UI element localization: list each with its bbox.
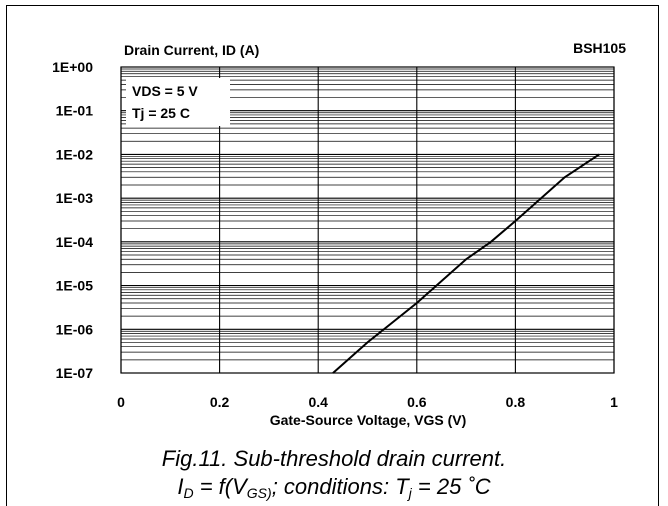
caption-cond: ; conditions: T [271, 474, 409, 499]
caption-tj-sub: j [408, 485, 412, 501]
figure-caption-formula: ID = f(VGS); conditions: Tj = 25 ˚C [0, 474, 668, 501]
annotation-vds: VDS = 5 V [132, 83, 198, 99]
y-tick-label: 1E-04 [56, 234, 94, 250]
x-tick-label: 0.6 [407, 394, 427, 410]
grid-lines [120, 66, 615, 374]
y-tick-label: 1E+00 [52, 59, 93, 75]
y-tick-label: 1E-06 [56, 321, 94, 337]
y-tick-label: 1E-07 [56, 365, 94, 381]
y-tick-label: 1E-03 [56, 190, 94, 206]
caption-end: = 25 ˚C [411, 474, 491, 499]
x-tick-label: 0.2 [210, 394, 230, 410]
y-axis-ticks: 1E+00 1E-01 1E-02 1E-03 1E-04 1E-05 1E-06 1E-07 [52, 59, 93, 381]
y-tick-label: 1E-01 [56, 103, 94, 119]
plot-area [120, 66, 615, 374]
y-tick-label: 1E-02 [56, 146, 94, 162]
x-tick-label: 0.8 [506, 394, 526, 410]
caption-vgs-sub: GS) [246, 485, 272, 501]
caption-id: I [177, 474, 184, 499]
caption-mid: = f(V [193, 474, 247, 499]
y-tick-label: 1E-05 [56, 278, 94, 294]
drain-current-curve [332, 153, 600, 374]
conditions-annotation: VDS = 5 V Tj = 25 C [126, 78, 230, 126]
figure-caption-title: Fig.11. Sub-threshold drain current. [161, 446, 507, 471]
x-tick-label: 1 [610, 394, 618, 410]
x-axis-ticks: 0 0.2 0.4 0.6 0.8 1 [117, 394, 618, 410]
annotation-tj: Tj = 25 C [132, 105, 190, 121]
caption-id-sub: D [183, 485, 194, 501]
part-label: BSH105 [573, 40, 626, 56]
x-axis-label: Gate-Source Voltage, VGS (V) [270, 412, 467, 428]
figure-frame [6, 5, 659, 506]
x-tick-label: 0.4 [308, 394, 328, 410]
y-axis-label: Drain Current, ID (A) [124, 42, 259, 58]
x-tick-label: 0 [117, 394, 125, 410]
sub-threshold-chart: 1E+00 1E-01 1E-02 1E-03 1E-04 1E-05 1E-06 1E-07… [52, 40, 626, 428]
